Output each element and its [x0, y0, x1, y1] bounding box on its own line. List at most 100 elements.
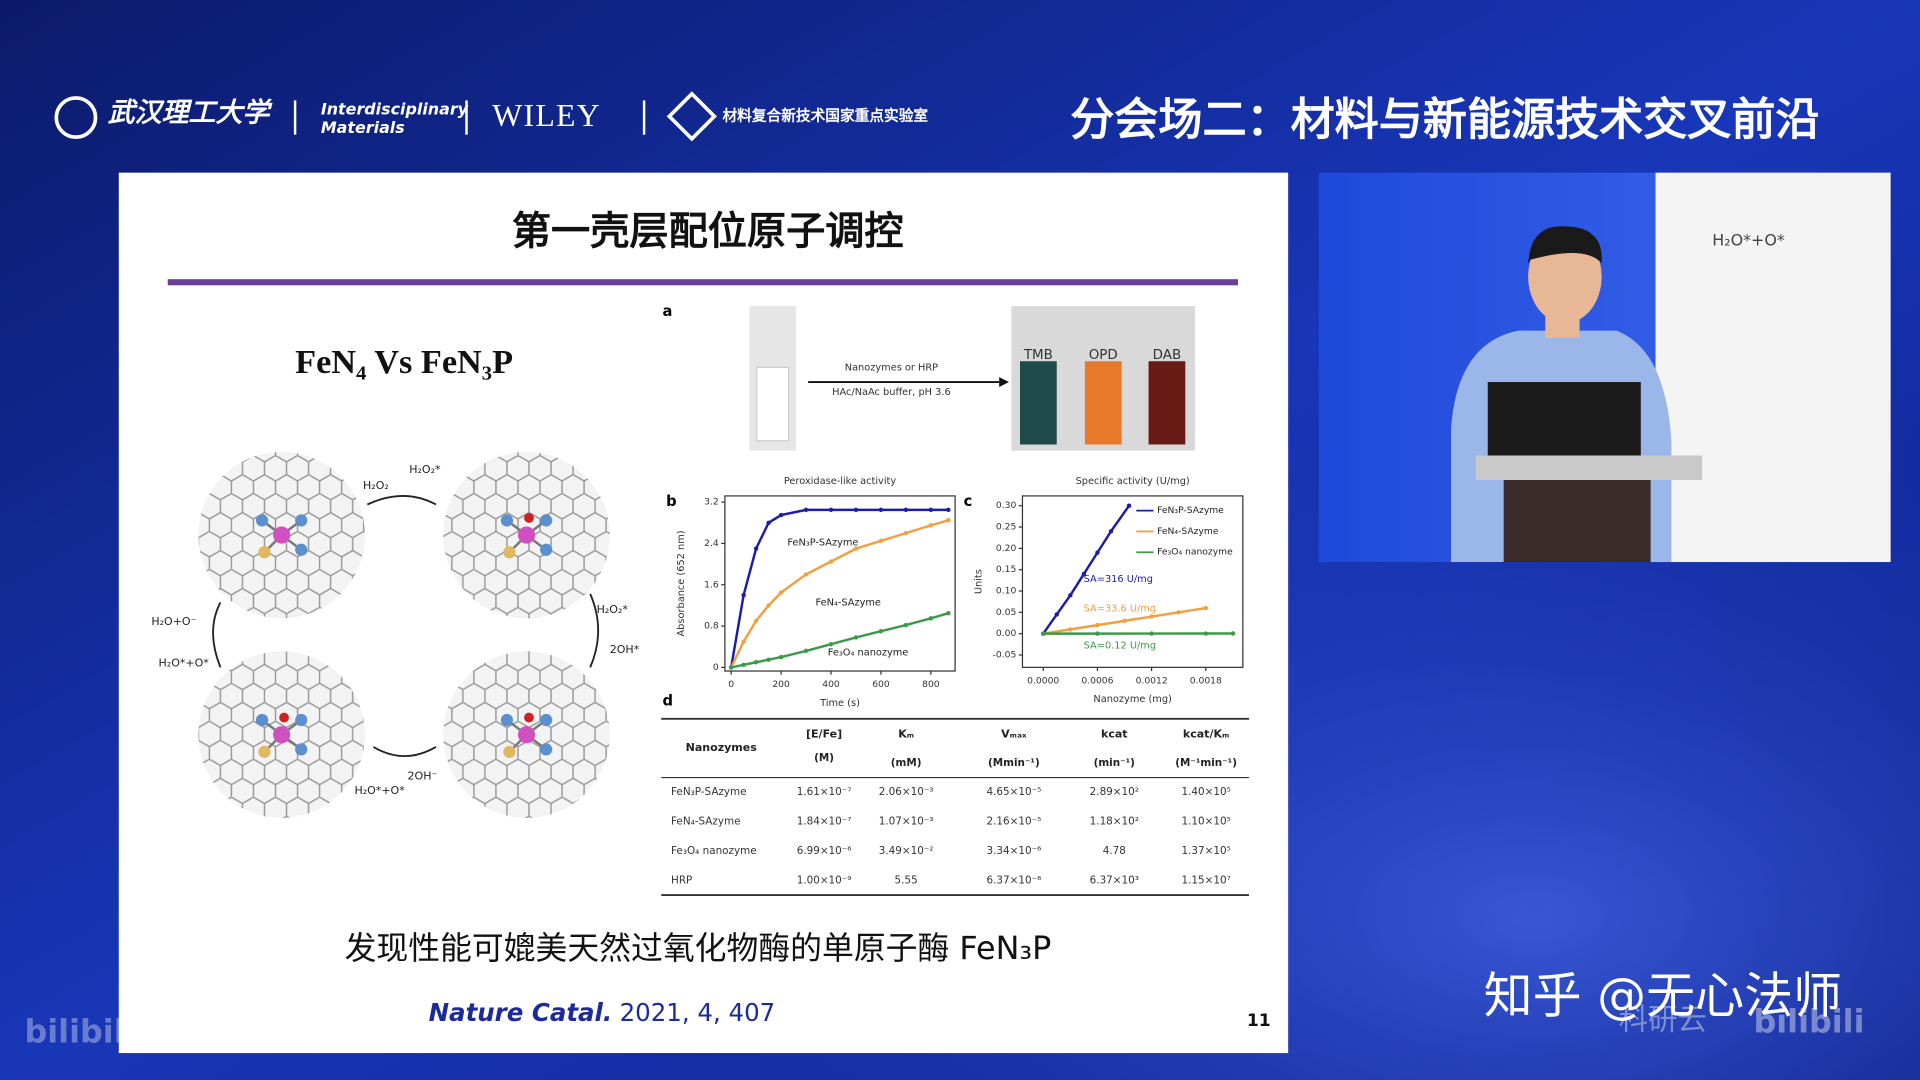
p-atom: [503, 546, 516, 559]
comparison: FeN₄ Vs FeN₃P: [295, 343, 513, 381]
legend-label: Fe₃O₄ nanozyme: [1157, 547, 1233, 558]
annotation: SA=0.12 U/mg: [1084, 640, 1156, 651]
y-tick-label: 0.00: [996, 628, 1017, 639]
table-cell: Fe₃O₄ nanozyme: [671, 845, 757, 857]
panel-label: d: [662, 693, 673, 710]
plot-frame: [724, 495, 956, 672]
fe-atom: [273, 526, 291, 544]
watermark-bilibili: bilibili: [1753, 1003, 1864, 1041]
publisher: WILEY: [492, 98, 601, 133]
watermark-zhihu: 知乎 @无心法师: [1484, 968, 1842, 1025]
podium-top: [1475, 455, 1703, 480]
panel-a: a Nanozymes or HRP HAc/NaAc buffer, pH 3…: [662, 303, 1196, 451]
series-label: FeN₃P-SAzyme: [787, 537, 858, 548]
panel-label: b: [666, 493, 677, 510]
journal-line: Interdisciplinary: [321, 100, 469, 119]
session-title: 分会场二：材料与新能源技术交叉前沿: [1070, 94, 1819, 145]
data-point: [928, 616, 934, 621]
whiteboard-text: H₂O*+O*: [1712, 231, 1785, 250]
table-header: Nanozymes: [686, 741, 758, 754]
data-point: [1203, 631, 1209, 636]
data-point: [741, 662, 746, 668]
table-header: Vₘₐₓ: [1001, 728, 1027, 741]
fe-atom: [273, 726, 291, 744]
x-axis-label: Time (s): [819, 698, 860, 709]
table-header-unit: (mM): [891, 757, 922, 769]
data-point: [828, 559, 834, 564]
panel-label: a: [662, 303, 672, 320]
lab-logo: [666, 91, 717, 142]
series-line: [729, 508, 949, 668]
vial-liquid: [1148, 361, 1186, 445]
cycle-arrow: [372, 746, 437, 757]
data-point: [803, 572, 809, 577]
data-point: [1176, 610, 1181, 615]
data-point: [778, 512, 784, 518]
journal-line: Materials: [321, 118, 405, 137]
x-tick-label: 800: [922, 679, 940, 690]
p-atom: [258, 546, 271, 559]
x-tick-label: 0.0018: [1190, 675, 1222, 686]
data-point: [753, 660, 759, 665]
data-point: [753, 618, 759, 624]
data-point: [853, 546, 859, 551]
data-point: [1149, 614, 1154, 619]
y-tick-label: 0.30: [996, 500, 1017, 511]
n-atom: [500, 713, 514, 727]
y-axis-label: Absorbance (652 nm): [676, 530, 687, 636]
data-point: [853, 635, 859, 640]
table-header: kcat/Kₘ: [1183, 728, 1229, 741]
table-cell: 1.18×10²: [1090, 816, 1139, 828]
vial-label: OPD: [1089, 348, 1118, 363]
n-atom: [255, 514, 269, 527]
data-point: [1068, 627, 1073, 632]
table-cell: 6.37×10⁻⁶: [987, 874, 1042, 886]
arrow-label: HAc/NaAc buffer, pH 3.6: [832, 387, 951, 398]
o-atom: [279, 712, 289, 723]
y-tick-label: 3.2: [704, 497, 719, 508]
table-cell: 4.65×10⁻⁵: [987, 786, 1042, 798]
table-cell: 1.40×10⁵: [1182, 786, 1231, 798]
table-cell: 3.49×10⁻²: [879, 845, 934, 857]
series-label: Fe₃O₄ nanozyme: [828, 648, 909, 659]
speaker-video: H₂O*+O*: [1318, 172, 1891, 563]
data-point: [1149, 631, 1154, 636]
citation-details: 2021, 4, 407: [620, 998, 776, 1027]
header: 武汉理工大学 Interdisciplinary Materials WILEY…: [54, 91, 1820, 145]
panel-d: d Nanozymes [E/Fe] Kₘ Vₘₐₓ kcat kcat/Kₘ (M) (mM)…: [661, 693, 1249, 897]
table-cell: HRP: [671, 874, 692, 886]
table-header-unit: (M⁻¹min⁻¹): [1175, 757, 1237, 769]
data-point: [928, 523, 934, 528]
x-tick-label: 0.0000: [1027, 675, 1059, 686]
data-point: [878, 629, 884, 634]
citation-journal: Nature Catal.: [429, 998, 613, 1027]
mechanism-label: 2OH⁻: [408, 769, 438, 782]
y-tick-label: 0.05: [996, 607, 1017, 618]
data-point: [1126, 503, 1132, 508]
data-point: [903, 530, 909, 536]
y-tick-label: 0: [713, 662, 719, 673]
whiteboard: [1655, 172, 1891, 563]
x-tick-label: 0.0006: [1081, 675, 1113, 686]
series-label: FeN₄-SAzyme: [816, 597, 881, 608]
table-cell: 5.55: [895, 874, 918, 886]
data-point: [803, 507, 809, 513]
data-point: [1095, 550, 1100, 555]
table-cell: 4.78: [1103, 845, 1126, 857]
table-cell: 2.16×10⁻⁵: [987, 816, 1042, 828]
university-name: 武汉理工大学: [108, 97, 274, 127]
data-point: [878, 538, 884, 544]
data-point: [741, 592, 746, 598]
n-atom: [295, 743, 308, 756]
fe-atom: [517, 726, 536, 744]
data-point: [828, 507, 834, 513]
cycle-arrow: [589, 593, 599, 668]
mechanism-label: H₂O*+O*: [159, 657, 210, 670]
lab-name: 材料复合新技术国家重点实验室: [722, 106, 928, 124]
x-tick-label: 400: [822, 679, 840, 690]
mechanism-label: H₂O₂*: [597, 603, 629, 616]
n-atom: [500, 514, 514, 527]
data-point: [728, 665, 734, 670]
table-cell: 3.34×10⁻⁶: [987, 845, 1042, 857]
